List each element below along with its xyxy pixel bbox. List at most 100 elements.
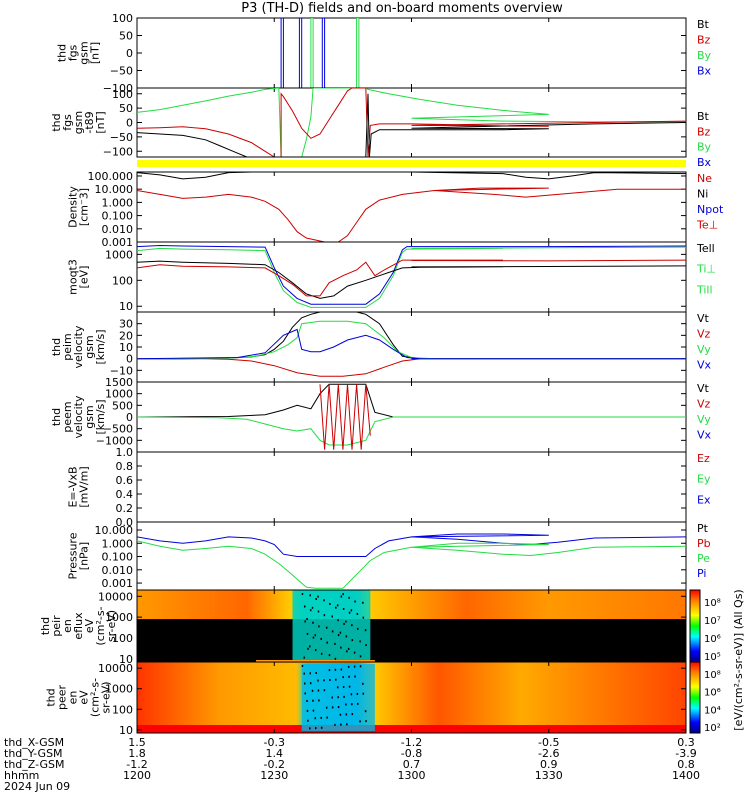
legend-bt: Bt xyxy=(697,110,710,123)
spectrogram-noise-dot xyxy=(354,600,356,603)
series-ne xyxy=(137,187,686,242)
ytick-label: −500 xyxy=(103,423,133,436)
xrow-value: -0.5 xyxy=(538,736,559,749)
legend-vt: Vt xyxy=(697,382,710,395)
spectrogram-noise-dot xyxy=(342,676,344,679)
spectrogram-noise-dot xyxy=(309,609,312,612)
spectrogram-noise-dot xyxy=(359,720,361,723)
spectrogram-noise-dot xyxy=(357,627,359,630)
ytick-label: 1.000 xyxy=(102,537,134,550)
xrow-value: -1.2 xyxy=(126,758,147,771)
spectrogram-noise-dot xyxy=(314,649,317,652)
ylabel: Pressure[nPa] xyxy=(67,532,91,579)
ylabel-line: [nPa] xyxy=(78,542,91,570)
ytick-label: 0.2 xyxy=(116,502,134,515)
xrow-label: thd_Z-GSM xyxy=(4,758,64,771)
spectrogram-noise-dot xyxy=(343,622,345,625)
spectrogram-noise-dot xyxy=(325,706,328,709)
spectrogram-noise-dot xyxy=(342,608,345,610)
ylabel-line: [km/s] xyxy=(94,399,107,434)
spectrogram-noise-dot xyxy=(309,672,311,675)
spectrogram-noise-dot xyxy=(348,611,351,614)
colorbar-tick: 10⁶ xyxy=(704,688,721,699)
ylabel-line: -t89 xyxy=(83,111,96,133)
series-bz xyxy=(137,88,686,157)
spectrogram-noise-dot xyxy=(304,692,306,695)
ylabel-line: sr-eV) xyxy=(105,610,118,642)
series-vy xyxy=(137,416,686,446)
ytick-label: 100.000 xyxy=(88,170,134,183)
spectrogram-noise-dot xyxy=(306,709,309,712)
xrow-value: 0.7 xyxy=(403,758,421,771)
spectrogram-noise-dot xyxy=(348,596,350,599)
xrow-value: -0.2 xyxy=(264,758,285,771)
spectrogram-noise-dot xyxy=(309,682,312,685)
xrow-value: -3.9 xyxy=(675,747,696,760)
colorbar-label: [eV/(cm²-s-sr-eV)] (All Qs) xyxy=(732,589,745,730)
spectrogram-noise-dot xyxy=(311,606,314,609)
series-ni xyxy=(137,172,686,183)
panel-frame xyxy=(136,171,687,243)
ytick-label: 30 xyxy=(119,318,133,331)
panel-5: 3020100−10thdpeimvelocitygsm[km/s]VtVzVy… xyxy=(50,311,712,383)
spectrogram-noise-dot xyxy=(345,713,348,716)
xrow-value: 1300 xyxy=(398,769,426,782)
spectrogram-noise-dot xyxy=(356,693,359,695)
ytick-label: 100 xyxy=(112,632,133,645)
xrow-value: 1330 xyxy=(535,769,563,782)
ytick-label: 0.010 xyxy=(102,223,134,236)
panel-frame xyxy=(136,311,687,383)
xrow-value: -0.8 xyxy=(401,747,422,760)
panel-7: 1.00.80.60.40.20.0 E=-VxB[mV/m] Ez Ey Ex xyxy=(67,446,711,529)
ylabel-line: Density xyxy=(67,186,80,228)
colorbar-label-text: [eV/(cm²-s-sr-eV)] (All Qs) xyxy=(732,589,745,730)
ylabel-line: [nT] xyxy=(89,42,102,64)
series-pi xyxy=(137,533,686,557)
spectrogram-noise-dot xyxy=(348,675,350,678)
ylabel-line: fgs xyxy=(61,114,74,131)
legend-ni: Ni xyxy=(697,188,708,201)
legend-bz: Bz xyxy=(697,125,711,138)
ytick-label: 10.000 xyxy=(95,524,134,537)
spectrogram-noise-dot xyxy=(347,665,350,668)
spectrogram-noise-dot xyxy=(312,636,315,639)
legend-vt: Vt xyxy=(697,312,710,325)
colorbar-2: 10⁸ 10⁶ 10⁴ 10² xyxy=(689,661,721,734)
ytick-label: 0.8 xyxy=(116,460,134,473)
ylabel-line: [nT] xyxy=(94,111,107,133)
xrow-value: -2.6 xyxy=(538,747,559,760)
ylabel-line: E=-VxB xyxy=(67,466,80,507)
spectrogram-noise-dot xyxy=(348,685,351,688)
legend-pb: Pb xyxy=(697,537,711,550)
ytick-label: 0 xyxy=(126,117,133,130)
ytick-label: −10 xyxy=(110,364,133,377)
spectrogram-noise-dot xyxy=(334,668,337,671)
xrow-label: thd_X-GSM xyxy=(4,736,64,749)
xrow-value: 0.9 xyxy=(540,758,558,771)
legend-pt: Pt xyxy=(697,522,709,535)
xrow-value: 1230 xyxy=(260,769,288,782)
spectrogram-noise-dot xyxy=(334,657,337,660)
spectrogram-noise-dot xyxy=(365,644,367,647)
spectrogram-noise-dot xyxy=(315,598,317,600)
panel-frame xyxy=(136,17,687,89)
ylabel-line: [eV] xyxy=(78,266,91,289)
xrow-value: -0.3 xyxy=(264,736,285,749)
ytick-label: 10.000 xyxy=(95,183,134,196)
series-vt xyxy=(137,312,686,360)
spectrogram-noise-dot xyxy=(359,665,362,668)
ylabel-line: moqt3 xyxy=(67,259,80,295)
spectrogram-noise-dot xyxy=(350,693,353,696)
series-vx xyxy=(137,328,686,360)
xrow-label: hhmm xyxy=(4,769,39,782)
series-tix xyxy=(137,244,686,305)
ytick-label: 0.4 xyxy=(116,488,134,501)
xrow-label: thd_Y-GSM xyxy=(4,747,63,760)
spectrogram-noise-dot xyxy=(303,605,306,608)
ylabel-line: velocity xyxy=(72,395,85,438)
ytick-label: 0 xyxy=(126,47,133,60)
